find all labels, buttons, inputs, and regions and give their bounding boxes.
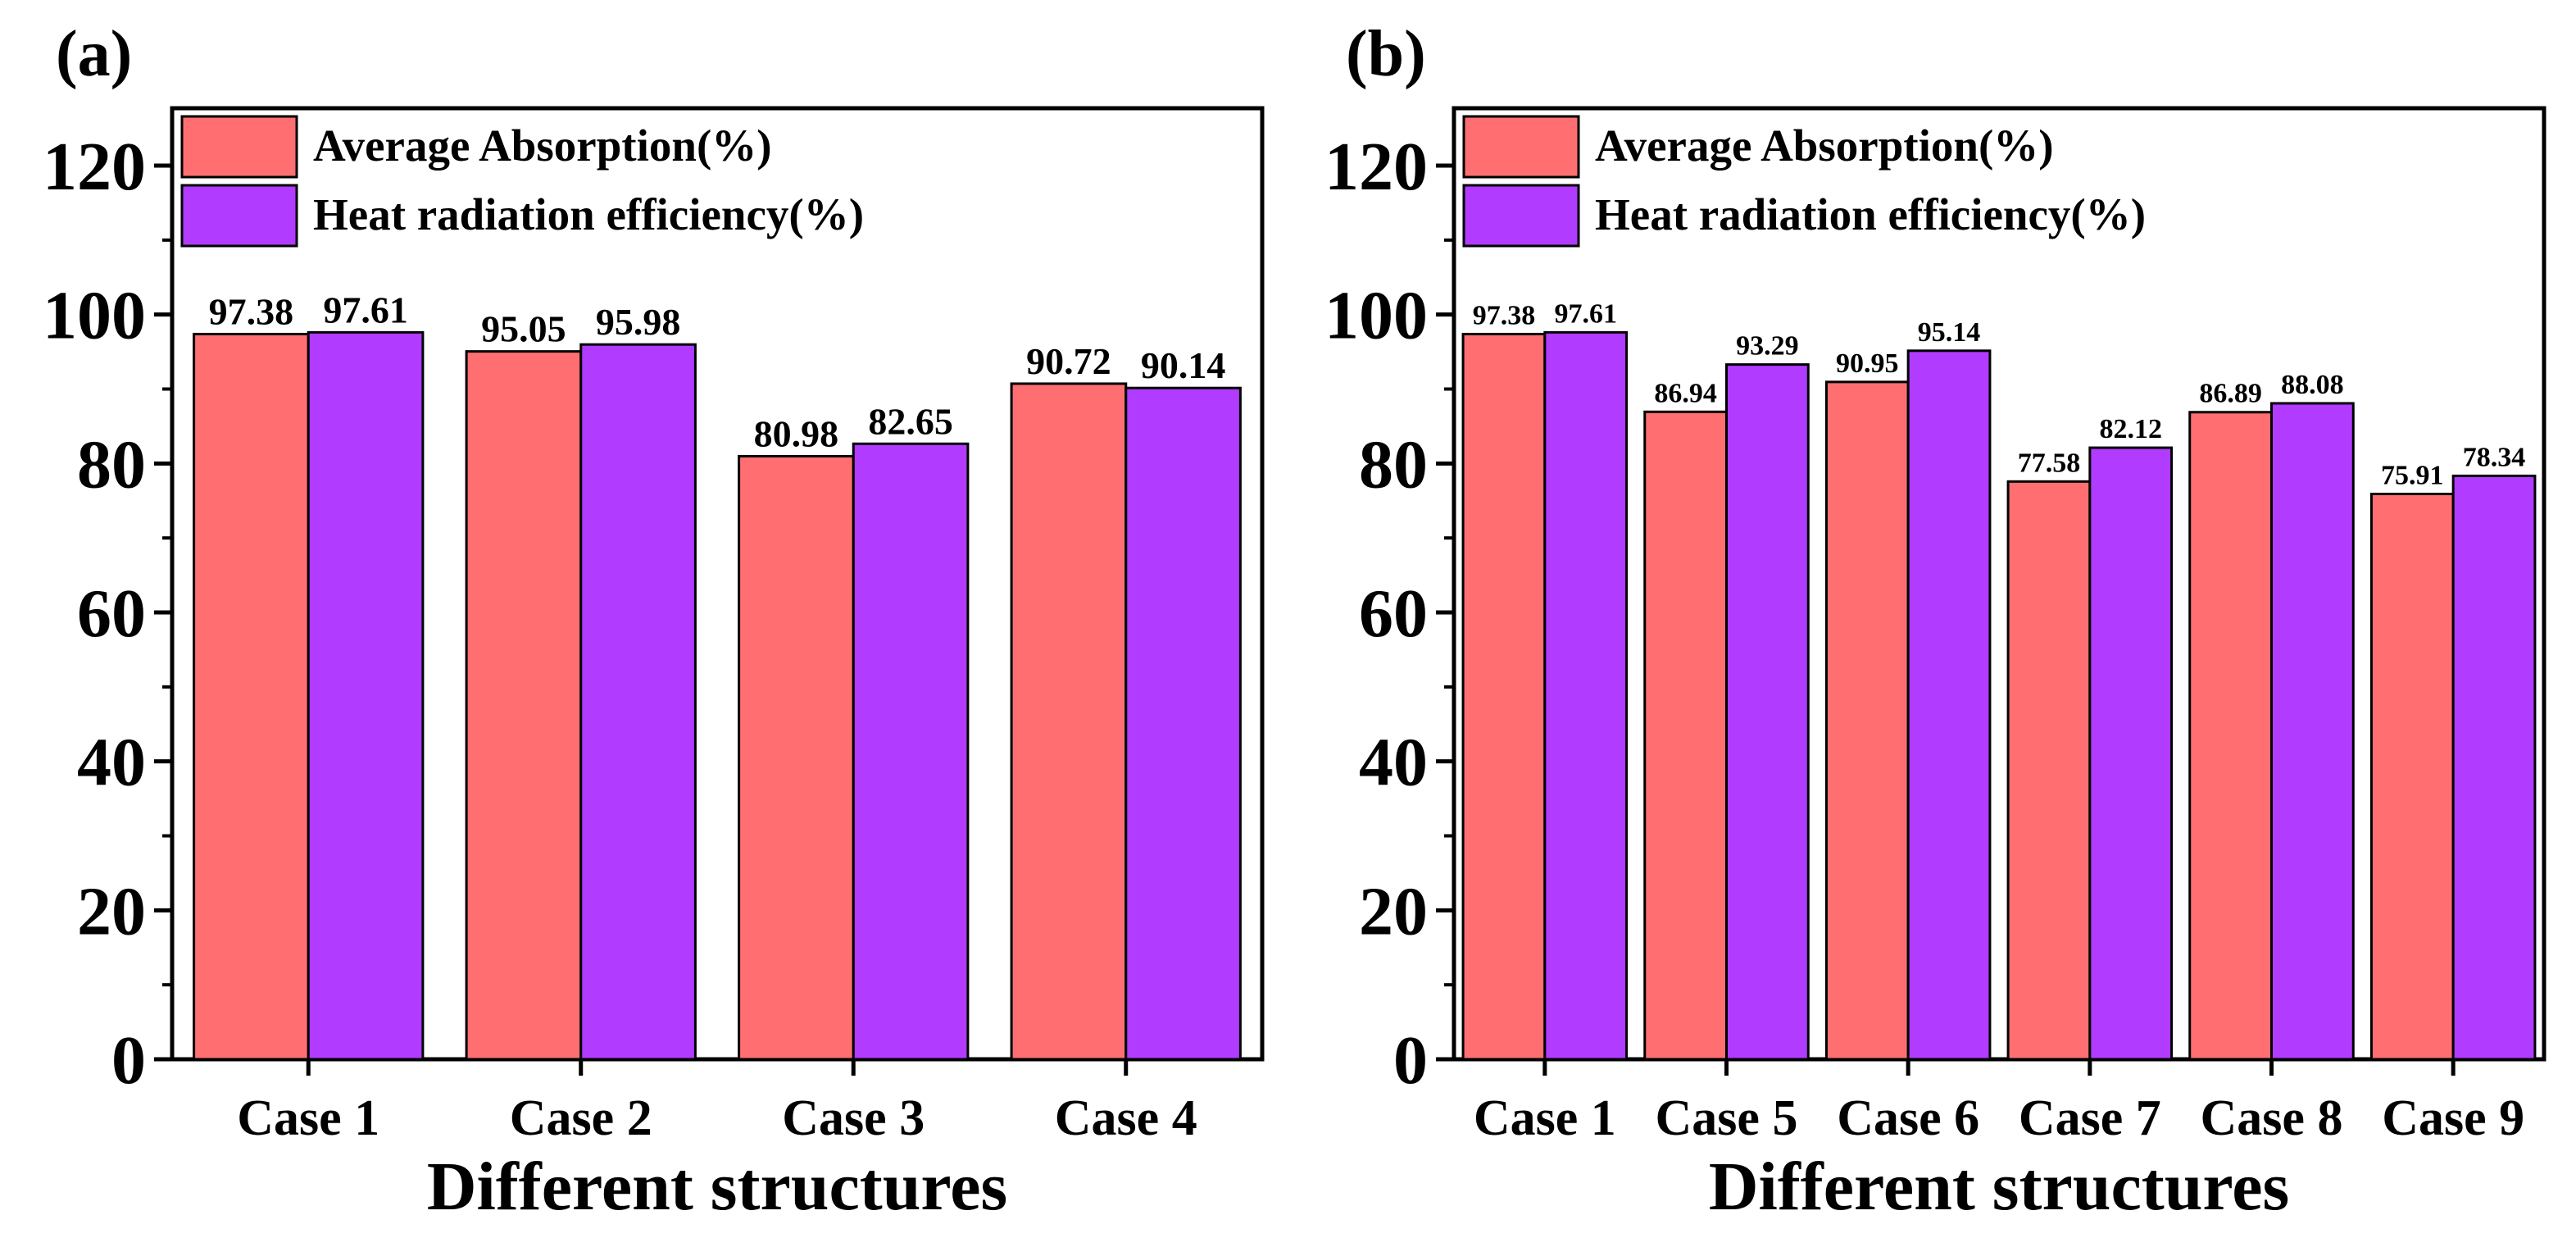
bar-absorption <box>2188 411 2273 1061</box>
x-tick-label: Case 3 <box>782 1090 925 1146</box>
chart-panel-a: (a) 0 20 40 60 80 100 120 97.38 97.61 95.05 95.98… <box>43 18 1265 1225</box>
bar-value-label: 75.91 <box>2381 460 2444 490</box>
y-tick-label: 80 <box>77 426 146 503</box>
bar-value-label: 88.08 <box>2281 370 2344 400</box>
bar-heat-radiation <box>307 330 425 1061</box>
y-tick-label: 0 <box>1393 1022 1428 1099</box>
y-tick-label: 60 <box>77 576 146 652</box>
legend-label-absorption: Average Absorption(%) <box>1595 121 2054 171</box>
bar-value-label: 95.14 <box>1918 317 1981 348</box>
bar-heat-radiation <box>2270 402 2355 1061</box>
legend-label-heat-radiation: Heat radiation efficiency(%) <box>1595 189 2146 239</box>
x-tick-label: Case 1 <box>1474 1090 1616 1146</box>
bar-heat-radiation <box>579 343 697 1061</box>
y-tick-label: 40 <box>77 725 146 801</box>
bar-value-label: 97.61 <box>323 289 408 330</box>
plot-frame <box>1452 106 2546 1062</box>
bar-value-label: 77.58 <box>2018 448 2081 478</box>
chart-panel-b: (b) 0 20 40 60 80 100 120 97.38 97.61 86.94 93.29… <box>1324 18 2546 1225</box>
bar-absorption <box>1461 332 1547 1061</box>
bar-value-label: 95.05 <box>481 308 566 350</box>
y-tick-label: 120 <box>43 129 146 205</box>
bar-value-label: 95.98 <box>596 301 681 343</box>
legend-swatch-heat-radiation <box>180 184 298 248</box>
x-tick-label: Case 2 <box>510 1090 652 1146</box>
bar-absorption <box>1824 380 1910 1061</box>
x-axis-title: Different structures <box>1709 1149 2289 1225</box>
x-tick-label: Case 9 <box>2382 1090 2524 1146</box>
bar-group: 97.38 97.61 95.05 95.98 80.98 82.65 90.72 90.14 <box>193 289 1242 1061</box>
panel-label: (a) <box>56 18 132 90</box>
x-tick-label: Case 7 <box>2019 1090 2161 1146</box>
bar-heat-radiation <box>852 442 970 1061</box>
bar-absorption <box>193 332 310 1061</box>
bar-absorption <box>1010 382 1128 1061</box>
x-tick-label: Case 8 <box>2201 1090 2343 1146</box>
bar-heat-radiation <box>1725 363 1810 1061</box>
x-axis-title: Different structures <box>427 1149 1007 1225</box>
x-tick-label: Case 4 <box>1055 1090 1197 1146</box>
bar-absorption <box>1643 410 1728 1061</box>
x-tick-label: Case 6 <box>1837 1090 1979 1146</box>
bar-value-label: 90.14 <box>1141 344 1226 386</box>
bar-absorption <box>465 350 583 1061</box>
legend-swatch-absorption <box>180 115 298 179</box>
bar-absorption <box>738 454 855 1061</box>
legend-swatch-heat-radiation <box>1462 184 1580 248</box>
x-tick-label: Case 1 <box>237 1090 379 1146</box>
x-axis: Case 1 Case 2 Case 3 Case 4 <box>237 1059 1197 1146</box>
panel-label: (b) <box>1346 18 1426 90</box>
legend-label-heat-radiation: Heat radiation efficiency(%) <box>313 189 864 239</box>
legend-swatch-absorption <box>1462 115 1580 179</box>
bar-heat-radiation <box>1124 386 1242 1061</box>
y-tick-label: 100 <box>1324 278 1428 354</box>
bar-value-label: 82.12 <box>2099 414 2162 444</box>
y-tick-label: 20 <box>77 873 146 949</box>
y-tick-label: 80 <box>1359 426 1428 503</box>
y-tick-label: 40 <box>1359 725 1428 801</box>
bar-absorption <box>2369 492 2455 1061</box>
x-axis: Case 1 Case 5 Case 6 Case 7 Case 8 Case 9 <box>1474 1059 2524 1146</box>
y-tick-label: 60 <box>1359 576 1428 652</box>
legend: Average Absorption(%) Heat radiation eff… <box>180 115 864 248</box>
y-tick-label: 100 <box>43 278 146 354</box>
bar-heat-radiation <box>2088 446 2174 1061</box>
plot-frame <box>170 106 1265 1062</box>
legend: Average Absorption(%) Heat radiation eff… <box>1462 115 2146 248</box>
bar-value-label: 90.72 <box>1026 340 1111 382</box>
bar-group: 97.38 97.61 86.94 93.29 90.95 95.14 77.58 82.12… <box>1461 298 2537 1061</box>
bar-value-label: 97.61 <box>1554 298 1617 329</box>
y-axis: 0 20 40 60 80 100 120 <box>1324 129 1454 1099</box>
bar-value-label: 80.98 <box>754 412 839 454</box>
y-tick-label: 0 <box>111 1022 146 1099</box>
bar-value-label: 78.34 <box>2463 442 2526 472</box>
bar-absorption <box>2006 480 2092 1061</box>
bar-heat-radiation <box>1543 330 1629 1061</box>
y-axis: 0 20 40 60 80 100 120 <box>43 129 172 1099</box>
bar-heat-radiation <box>2451 474 2537 1061</box>
bar-value-label: 86.94 <box>1654 378 1717 408</box>
bar-value-label: 97.38 <box>209 290 294 332</box>
x-tick-label: Case 5 <box>1656 1090 1798 1146</box>
y-tick-label: 20 <box>1359 873 1428 949</box>
bar-value-label: 86.89 <box>2199 379 2262 409</box>
bar-value-label: 97.38 <box>1473 300 1536 330</box>
bar-value-label: 90.95 <box>1836 348 1899 379</box>
legend-label-absorption: Average Absorption(%) <box>313 121 772 171</box>
bar-value-label: 93.29 <box>1736 331 1799 362</box>
y-tick-label: 120 <box>1324 129 1428 205</box>
bar-value-label: 82.65 <box>868 400 953 442</box>
bar-heat-radiation <box>1906 349 1992 1061</box>
